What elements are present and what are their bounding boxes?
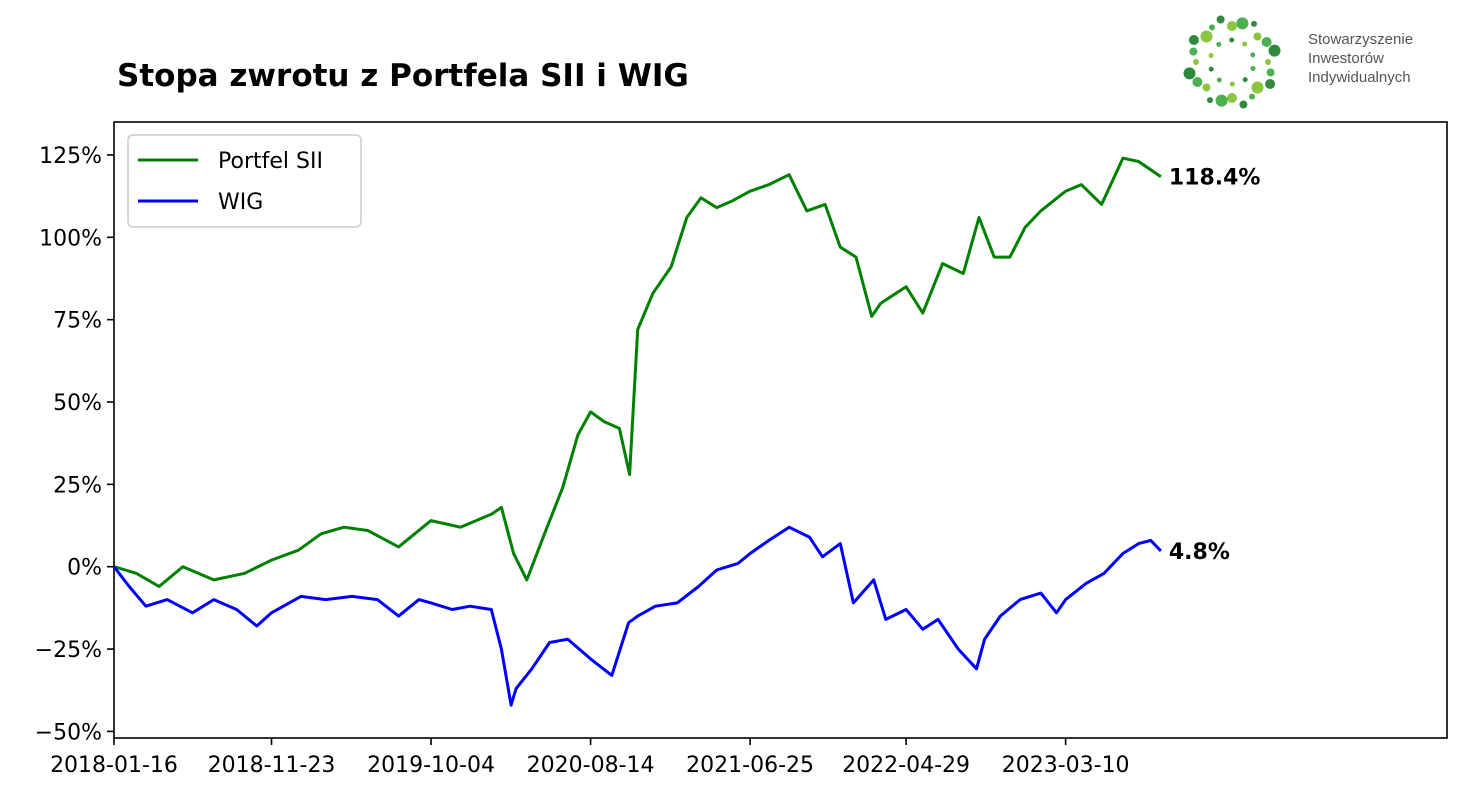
- x-tick-label: 2023-03-10: [1002, 753, 1130, 778]
- logo-dot: [1266, 68, 1275, 77]
- logo-dot: [1229, 37, 1235, 43]
- logo-dot: [1239, 100, 1248, 109]
- logo-dot: [1216, 15, 1225, 24]
- x-tick-label: 2021-06-25: [686, 753, 814, 778]
- logo-dot: [1268, 44, 1281, 57]
- logo-dot: [1207, 97, 1213, 104]
- end-labels: 118.4% 4.8%: [1169, 166, 1261, 565]
- x-tick-label: 2022-04-29: [842, 753, 970, 778]
- sii-logo: Stowarzyszenie Inwestorów Indywidualnych: [1180, 8, 1450, 116]
- y-axis: 125% 100% 75% 50% 25% 0% −25% −50%: [35, 144, 114, 745]
- logo-text-line-2: Inwestorów: [1308, 50, 1384, 67]
- logo-dot: [1261, 37, 1272, 47]
- logo-dot: [1236, 17, 1249, 30]
- logo-dot: [1216, 77, 1222, 83]
- logo-dot: [1253, 32, 1262, 41]
- y-tick-label: −50%: [35, 720, 102, 745]
- logo-dot: [1193, 59, 1199, 65]
- logo-dot: [1200, 30, 1213, 43]
- y-tick-label: 125%: [39, 144, 102, 169]
- x-tick-label: 2018-01-16: [50, 753, 178, 778]
- sii-logo-mark-icon: [1183, 15, 1281, 109]
- logo-dot: [1215, 94, 1228, 107]
- logo-dot: [1188, 35, 1199, 45]
- x-tick-label: 2019-10-04: [367, 753, 495, 778]
- logo-dot: [1250, 66, 1256, 71]
- logo-dot: [1242, 41, 1248, 47]
- logo-dot: [1227, 21, 1237, 31]
- x-tick-label: 2020-08-14: [527, 753, 655, 778]
- logo-dot: [1265, 59, 1271, 65]
- y-tick-label: 0%: [67, 556, 102, 581]
- logo-dot: [1202, 83, 1211, 92]
- logo-dot: [1249, 93, 1255, 100]
- legend-label-portfel-sii: Portfel SII: [218, 149, 323, 174]
- logo-dot: [1208, 66, 1214, 72]
- legend: Portfel SII WIG: [127, 134, 362, 228]
- y-tick-label: 75%: [53, 309, 102, 334]
- end-value-label-wig: 4.8%: [1169, 540, 1230, 565]
- plot-area: [113, 121, 1448, 739]
- logo-dot: [1229, 81, 1235, 87]
- logo-dot: [1189, 47, 1198, 56]
- end-value-label-portfel-sii: 118.4%: [1169, 166, 1261, 191]
- logo-dot: [1209, 24, 1215, 31]
- series-layer: [112, 156, 1162, 707]
- logo-text-line-1: Stowarzyszenie: [1308, 31, 1414, 48]
- logo-text: Stowarzyszenie Inwestorów Indywidualnych: [1308, 30, 1413, 87]
- logo-dot: [1251, 81, 1264, 94]
- logo-dot: [1192, 77, 1203, 87]
- chart-title: Stopa zwrotu z Portfela SII i WIG: [117, 58, 689, 94]
- y-tick-label: 100%: [39, 226, 102, 251]
- logo-dot: [1216, 41, 1222, 47]
- y-tick-label: −25%: [35, 638, 102, 663]
- axes-frame: [113, 121, 1448, 739]
- logo-dot: [1250, 52, 1256, 58]
- series-line-portfel-sii: [113, 156, 1162, 588]
- logo-dot: [1208, 53, 1214, 58]
- logo-dot: [1227, 93, 1237, 103]
- x-tick-label: 2018-11-23: [208, 753, 336, 778]
- legend-label-wig: WIG: [218, 190, 263, 215]
- logo-dot: [1183, 67, 1196, 80]
- y-tick-label: 25%: [53, 473, 102, 498]
- y-tick-label: 50%: [53, 391, 102, 416]
- series-line-wig: [112, 525, 1162, 707]
- legend-box: [127, 134, 362, 228]
- x-axis: 2018-01-16 2018-11-23 2019-10-04 2020-08-14…: [50, 738, 1130, 778]
- logo-dot: [1242, 77, 1248, 83]
- logo-dot: [1251, 20, 1257, 27]
- logo-text-line-3: Indywidualnych: [1308, 69, 1411, 86]
- logo-dot: [1265, 79, 1276, 89]
